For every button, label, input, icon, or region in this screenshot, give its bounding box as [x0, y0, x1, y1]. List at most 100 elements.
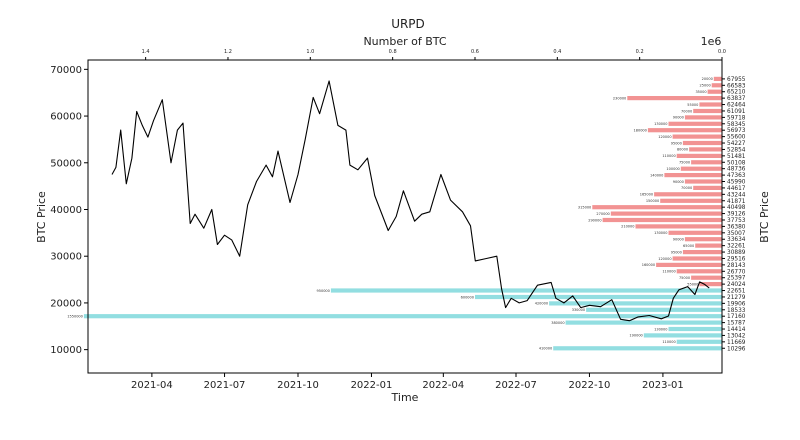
urpd-bar — [664, 173, 722, 178]
urpd-bar — [627, 96, 722, 101]
urpd-bar-value-label: 110000 — [662, 154, 675, 158]
urpd-bar-value-label: 35000 — [695, 90, 706, 94]
y-tick-label: 70000 — [50, 65, 82, 76]
top-axis-label: Number of BTC — [363, 35, 446, 48]
urpd-bar — [553, 346, 722, 351]
right-y-tick-label: 35007 — [727, 231, 746, 237]
urpd-bar — [549, 301, 722, 306]
y-tick-label: 30000 — [50, 252, 82, 263]
x-tick-label: 2022-07 — [495, 380, 537, 391]
urpd-bar-value-label: 950000 — [317, 289, 330, 293]
right-y-tick-label: 19906 — [727, 301, 746, 307]
right-y-tick-label: 39126 — [727, 212, 746, 218]
urpd-bar-value-label: 55000 — [687, 103, 698, 107]
urpd-bar-value-label: 120000 — [658, 257, 671, 261]
urpd-bar-value-label: 90000 — [673, 238, 684, 242]
urpd-bar-value-label: 180000 — [634, 129, 647, 133]
urpd-bar-value-label: 315000 — [578, 206, 591, 210]
urpd-bar — [682, 140, 722, 146]
urpd-bar — [668, 326, 722, 332]
urpd-bar — [693, 108, 722, 114]
urpd-bar-value-label: 410000 — [539, 347, 552, 351]
right-y-tick-label: 61091 — [727, 109, 746, 115]
right-y-tick-label: 32261 — [727, 244, 746, 250]
urpd-bar-value-label: 150000 — [646, 199, 659, 203]
urpd-bar — [684, 237, 722, 242]
urpd-bar-value-label: 55000 — [687, 282, 698, 286]
top-x-tick-label: 1.4 — [142, 49, 150, 55]
top-x-tick-label: 0.4 — [553, 49, 561, 55]
right-y-tick-label: 24024 — [727, 282, 746, 288]
urpd-bar-value-label: 90000 — [673, 180, 684, 184]
top-x-tick-label: 1.2 — [224, 49, 232, 55]
right-y-tick-label: 67955 — [727, 77, 746, 83]
x-tick-label: 2022-04 — [422, 380, 464, 391]
urpd-bar — [676, 269, 722, 274]
right-y-tick-label: 45990 — [727, 180, 746, 186]
urpd-bar — [693, 185, 722, 190]
urpd-bar-value-label: 140000 — [650, 173, 663, 177]
urpd-bar-value-label: 75000 — [679, 161, 690, 165]
top-x-tick-label: 0.0 — [718, 49, 726, 55]
urpd-bar — [668, 121, 722, 126]
right-y-tick-label: 50108 — [727, 160, 746, 166]
right-y-tick-label: 66583 — [727, 83, 746, 89]
right-y-tick-label: 33634 — [727, 237, 746, 243]
right-y-tick-label: 47363 — [727, 173, 746, 179]
urpd-bar — [656, 262, 722, 267]
urpd-bar-value-label: 110000 — [662, 340, 675, 344]
right-y-tick-label: 59718 — [727, 115, 746, 121]
top-x-tick-label: 0.2 — [636, 49, 644, 55]
urpd-bar-value-label: 190000 — [629, 334, 642, 338]
urpd-bar-value-label: 210000 — [621, 225, 634, 229]
right-y-tick-label: 54227 — [727, 141, 746, 147]
urpd-bar — [691, 275, 722, 280]
x-tick-label: 2021-10 — [277, 380, 319, 391]
right-y-tick-label: 55600 — [727, 135, 746, 141]
urpd-bar-value-label: 95000 — [671, 141, 682, 145]
urpd-bar — [699, 282, 722, 287]
right-y-tick-label: 52854 — [727, 147, 746, 153]
right-y-tick-label: 36380 — [727, 224, 746, 230]
right-y-tick-label: 56973 — [727, 128, 746, 134]
urpd-bar-value-label: 20000 — [702, 77, 713, 81]
urpd-bar — [684, 179, 722, 184]
y-tick-label: 10000 — [50, 345, 82, 356]
right-y-tick-label: 22651 — [727, 289, 746, 295]
right-y-tick-label: 41871 — [727, 199, 746, 205]
x-tick-label: 2023-01 — [642, 380, 684, 391]
urpd-bar-value-label: 95000 — [671, 250, 682, 254]
urpd-bar-value-label: 100000 — [666, 167, 679, 171]
right-y-tick-label: 11669 — [727, 340, 746, 346]
urpd-bar — [676, 339, 722, 344]
urpd-bar-value-label: 130000 — [654, 327, 667, 331]
top-x-tick-label: 0.6 — [471, 49, 479, 55]
right-y-tick-label: 65210 — [727, 90, 746, 96]
urpd-bar-value-label: 25000 — [700, 84, 711, 88]
urpd-bar — [647, 128, 722, 133]
y-tick-label: 40000 — [50, 205, 82, 216]
urpd-bar-value-label: 90000 — [673, 116, 684, 120]
urpd-bar — [610, 211, 722, 216]
urpd-bar-value-label: 130000 — [654, 122, 667, 126]
y-tick-label: 60000 — [50, 112, 82, 123]
urpd-bar — [676, 153, 722, 158]
urpd-bar — [672, 256, 722, 261]
right-y-tick-label: 15787 — [727, 321, 746, 327]
urpd-bar — [592, 205, 722, 210]
urpd-bar — [680, 166, 722, 171]
urpd-bar — [565, 320, 722, 325]
right-y-tick-label: 63837 — [727, 96, 746, 102]
urpd-bar — [330, 288, 722, 293]
urpd-bar-value-label: 270000 — [596, 212, 609, 216]
urpd-bar-value-label: 130000 — [654, 231, 667, 235]
urpd-bar — [713, 76, 722, 81]
x-tick-label: 2022-01 — [351, 380, 393, 391]
x-tick-label: 2021-04 — [131, 380, 173, 391]
urpd-bar-value-label: 330000 — [572, 308, 585, 312]
urpd-bars: 20000 25000 35000 230000 55000 70000 90000 1300… — [67, 76, 722, 351]
urpd-bar — [83, 314, 722, 319]
chart-title: URPD — [391, 17, 425, 31]
chart-axes: 10000 20000 30000 40000 50000 60000 70000 2021-… — [50, 49, 746, 391]
right-y-tick-label: 13042 — [727, 333, 746, 339]
